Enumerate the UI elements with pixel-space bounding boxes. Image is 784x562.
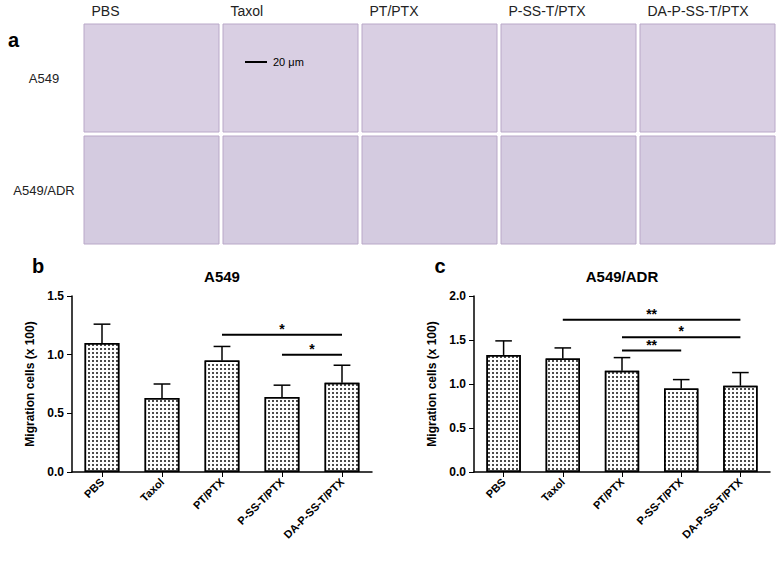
svg-text:1.0: 1.0: [449, 377, 466, 391]
svg-text:20 μm: 20 μm: [273, 56, 304, 68]
svg-text:0.0: 0.0: [47, 465, 64, 479]
svg-text:PT/PTX: PT/PTX: [370, 3, 420, 19]
svg-text:0.5: 0.5: [47, 406, 64, 420]
svg-text:A549: A549: [204, 268, 240, 285]
svg-text:PBS: PBS: [92, 3, 120, 19]
svg-text:a: a: [8, 29, 20, 51]
svg-text:1.5: 1.5: [47, 289, 64, 303]
svg-text:c: c: [434, 255, 445, 277]
svg-text:PT/PTX: PT/PTX: [191, 475, 227, 511]
svg-text:*: *: [279, 321, 285, 337]
svg-text:b: b: [32, 255, 44, 277]
svg-text:DA-P-SS-T/PTX: DA-P-SS-T/PTX: [281, 475, 346, 540]
svg-text:P-SS-T/PTX: P-SS-T/PTX: [509, 3, 587, 19]
svg-text:Migration cells (x 100): Migration cells (x 100): [23, 321, 37, 446]
svg-text:PT/PTX: PT/PTX: [591, 475, 627, 511]
svg-text:1.5: 1.5: [449, 333, 466, 347]
svg-text:*: *: [309, 341, 315, 357]
svg-text:*: *: [678, 323, 684, 339]
svg-text:DA-P-SS-T/PTX: DA-P-SS-T/PTX: [648, 3, 750, 19]
svg-text:Taxol: Taxol: [138, 476, 166, 504]
svg-text:2.0: 2.0: [449, 289, 466, 303]
svg-text:A549/ADR: A549/ADR: [586, 268, 659, 285]
svg-text:A549: A549: [29, 71, 59, 86]
svg-text:DA-P-SS-T/PTX: DA-P-SS-T/PTX: [680, 475, 745, 540]
svg-text:P-SS-T/PTX: P-SS-T/PTX: [634, 475, 686, 527]
svg-text:0.0: 0.0: [449, 465, 466, 479]
svg-text:Taxol: Taxol: [539, 476, 567, 504]
svg-text:P-SS-T/PTX: P-SS-T/PTX: [235, 475, 287, 527]
svg-text:PBS: PBS: [483, 476, 507, 500]
svg-text:Migration cells (x 100): Migration cells (x 100): [425, 321, 439, 446]
svg-text:**: **: [646, 337, 657, 353]
svg-text:0.5: 0.5: [449, 421, 466, 435]
svg-text:1.0: 1.0: [47, 348, 64, 362]
svg-text:Taxol: Taxol: [231, 3, 264, 19]
svg-text:**: **: [646, 306, 657, 322]
svg-text:A549/ADR: A549/ADR: [13, 183, 74, 198]
svg-text:PBS: PBS: [82, 476, 106, 500]
